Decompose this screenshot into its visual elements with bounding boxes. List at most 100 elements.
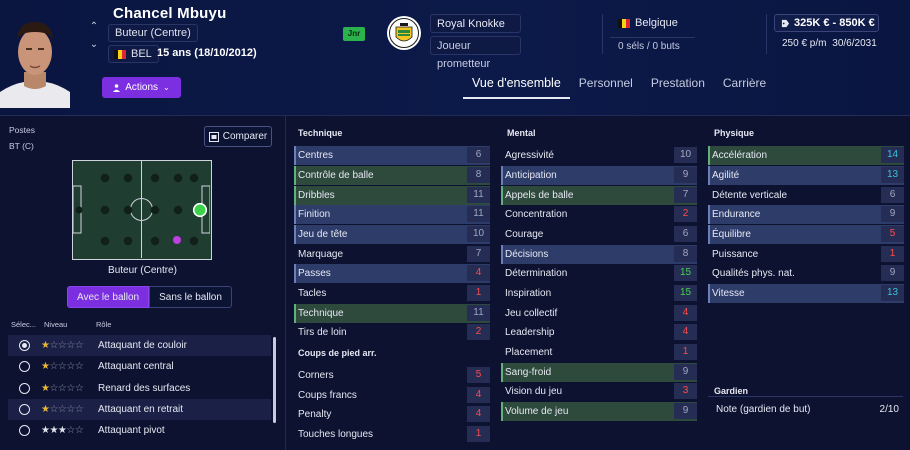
attr-row[interactable]: Qualités phys. nat. 9 bbox=[708, 264, 904, 283]
attr-name: Vision du jeu bbox=[505, 385, 563, 397]
tab-career[interactable]: Carrière bbox=[722, 76, 767, 90]
attr-row[interactable]: Vision du jeu 3 bbox=[501, 382, 697, 401]
attr-row[interactable]: Passes 4 bbox=[294, 264, 490, 283]
attr-row[interactable]: Puissance 1 bbox=[708, 245, 904, 264]
attr-row[interactable]: Concentration 2 bbox=[501, 205, 697, 224]
attr-row[interactable]: Sang-froid 9 bbox=[501, 363, 697, 382]
attr-name: Volume de jeu bbox=[505, 405, 569, 417]
attr-row[interactable]: Jeu collectif 4 bbox=[501, 304, 697, 323]
attr-row[interactable]: Appels de balle 7 bbox=[501, 186, 697, 205]
attr-row[interactable]: Centres 6 bbox=[294, 146, 490, 165]
roles-scrollbar[interactable] bbox=[273, 337, 276, 423]
role-name: Renard des surfaces bbox=[98, 382, 191, 394]
role-radio[interactable] bbox=[19, 340, 30, 352]
tab-personal[interactable]: Personnel bbox=[578, 76, 633, 90]
attr-name: Marquage bbox=[298, 248, 344, 260]
attr-row[interactable]: Endurance 9 bbox=[708, 205, 904, 224]
country-name-row[interactable]: Belgique bbox=[612, 14, 684, 32]
role-radio[interactable] bbox=[19, 361, 30, 373]
role-radio[interactable] bbox=[19, 404, 30, 416]
attr-row[interactable]: Marquage 7 bbox=[294, 245, 490, 264]
attr-name: Passes bbox=[298, 267, 331, 279]
attr-row[interactable]: Finition 11 bbox=[294, 205, 490, 224]
tab-performance[interactable]: Prestation bbox=[650, 76, 705, 90]
attr-row[interactable]: Accélération 14 bbox=[708, 146, 904, 165]
positions-label: Postes bbox=[9, 125, 35, 135]
without-ball-toggle[interactable]: Sans le ballon bbox=[149, 286, 232, 308]
attr-row[interactable]: Corners 5 bbox=[294, 366, 490, 385]
attr-row[interactable]: Décisions 8 bbox=[501, 245, 697, 264]
club-name[interactable]: Royal Knokke U18 bbox=[430, 14, 521, 48]
attr-name: Dribbles bbox=[298, 189, 335, 201]
attr-value: 11 bbox=[467, 305, 490, 322]
attr-name: Qualités phys. nat. bbox=[712, 267, 795, 279]
attr-value: 4 bbox=[467, 406, 490, 423]
position-pitch[interactable] bbox=[72, 160, 212, 260]
attr-row[interactable]: Jeu de tête 10 bbox=[294, 225, 490, 244]
person-icon bbox=[113, 83, 121, 92]
international-caps: 0 séls / 0 buts bbox=[610, 37, 695, 55]
star-rating-icon: ★☆☆☆☆ bbox=[41, 404, 84, 416]
attr-value: 9 bbox=[674, 403, 697, 420]
club-crest-icon[interactable] bbox=[386, 15, 422, 51]
club-role: Joueur prometteur bbox=[430, 36, 521, 70]
role-row[interactable]: ★☆☆☆☆ Attaquant central bbox=[8, 356, 271, 377]
attr-name: Centres bbox=[298, 149, 334, 161]
goalkeeper-rating-row: Note (gardien de but) 2/10 bbox=[710, 404, 903, 415]
attr-row[interactable]: Tirs de loin 2 bbox=[294, 323, 490, 342]
attr-row[interactable]: Équilibre 5 bbox=[708, 225, 904, 244]
attr-row[interactable]: Technique 11 bbox=[294, 304, 490, 323]
attr-value: 4 bbox=[467, 387, 490, 404]
attr-value: 13 bbox=[881, 167, 904, 184]
attr-row[interactable]: Vitesse 13 bbox=[708, 284, 904, 303]
chevron-up-icon[interactable]: ⌃ bbox=[89, 21, 99, 32]
with-ball-toggle[interactable]: Avec le ballon bbox=[67, 286, 150, 308]
transfer-value: 325K € - 850K € bbox=[774, 14, 879, 32]
attr-row[interactable]: Volume de jeu 9 bbox=[501, 402, 697, 421]
star-rating-icon: ★☆☆☆☆ bbox=[41, 361, 84, 373]
attr-row[interactable]: Tacles 1 bbox=[294, 284, 490, 303]
attr-value: 4 bbox=[674, 324, 697, 341]
attr-row[interactable]: Penalty 4 bbox=[294, 405, 490, 424]
attr-name: Vitesse bbox=[712, 287, 745, 299]
attr-row[interactable]: Dribbles 11 bbox=[294, 186, 490, 205]
attr-value: 7 bbox=[674, 187, 697, 204]
attr-row[interactable]: Détermination 15 bbox=[501, 264, 697, 283]
attr-value: 11 bbox=[467, 206, 490, 223]
panel-separator bbox=[285, 115, 286, 450]
attr-row[interactable]: Contrôle de balle 8 bbox=[294, 166, 490, 185]
role-row[interactable]: ★☆☆☆☆ Attaquant en retrait bbox=[8, 398, 271, 421]
role-row[interactable]: ★☆☆☆☆ Renard des surfaces bbox=[8, 378, 271, 399]
ball-toggle: Avec le ballon Sans le ballon bbox=[67, 286, 232, 308]
attr-row[interactable]: Placement 1 bbox=[501, 343, 697, 362]
role-row[interactable]: ★☆☆☆☆ Attaquant de couloir bbox=[8, 335, 271, 357]
attr-row[interactable]: Agressivité 10 bbox=[501, 146, 697, 165]
attr-value: 9 bbox=[881, 206, 904, 223]
role-name: Attaquant pivot bbox=[98, 425, 165, 437]
positions-value: BT (C) bbox=[9, 141, 34, 151]
attr-row[interactable]: Touches longues 1 bbox=[294, 425, 490, 444]
attr-row[interactable]: Courage 6 bbox=[501, 225, 697, 244]
tab-overview[interactable]: Vue d'ensemble bbox=[463, 71, 570, 99]
compare-button[interactable]: Comparer bbox=[204, 126, 272, 147]
actions-label: Actions bbox=[125, 82, 159, 93]
attr-row[interactable]: Anticipation 9 bbox=[501, 166, 697, 185]
role-radio[interactable] bbox=[19, 382, 30, 394]
attr-value: 4 bbox=[674, 305, 697, 322]
attr-value: 11 bbox=[467, 187, 490, 204]
chevron-down-icon[interactable]: ⌄ bbox=[89, 39, 99, 50]
roles-header-level: Niveau bbox=[44, 320, 68, 329]
attr-name: Tacles bbox=[298, 287, 327, 299]
attr-row[interactable]: Inspiration 15 bbox=[501, 284, 697, 303]
actions-button[interactable]: Actions ⌄ bbox=[102, 77, 181, 98]
roles-list: ★☆☆☆☆ Attaquant de couloir ★☆☆☆☆ Attaqua… bbox=[8, 335, 271, 441]
role-row[interactable]: ★★★☆☆ Attaquant pivot bbox=[8, 420, 271, 441]
attr-row[interactable]: Leadership 4 bbox=[501, 323, 697, 342]
pitch-caption: Buteur (Centre) bbox=[108, 265, 177, 276]
attr-row[interactable]: Agilité 13 bbox=[708, 166, 904, 185]
role-radio[interactable] bbox=[19, 425, 30, 437]
attr-name: Concentration bbox=[505, 208, 568, 220]
header-divider bbox=[602, 14, 603, 54]
attr-row[interactable]: Détente verticale 6 bbox=[708, 186, 904, 205]
attr-row[interactable]: Coups francs 4 bbox=[294, 386, 490, 405]
